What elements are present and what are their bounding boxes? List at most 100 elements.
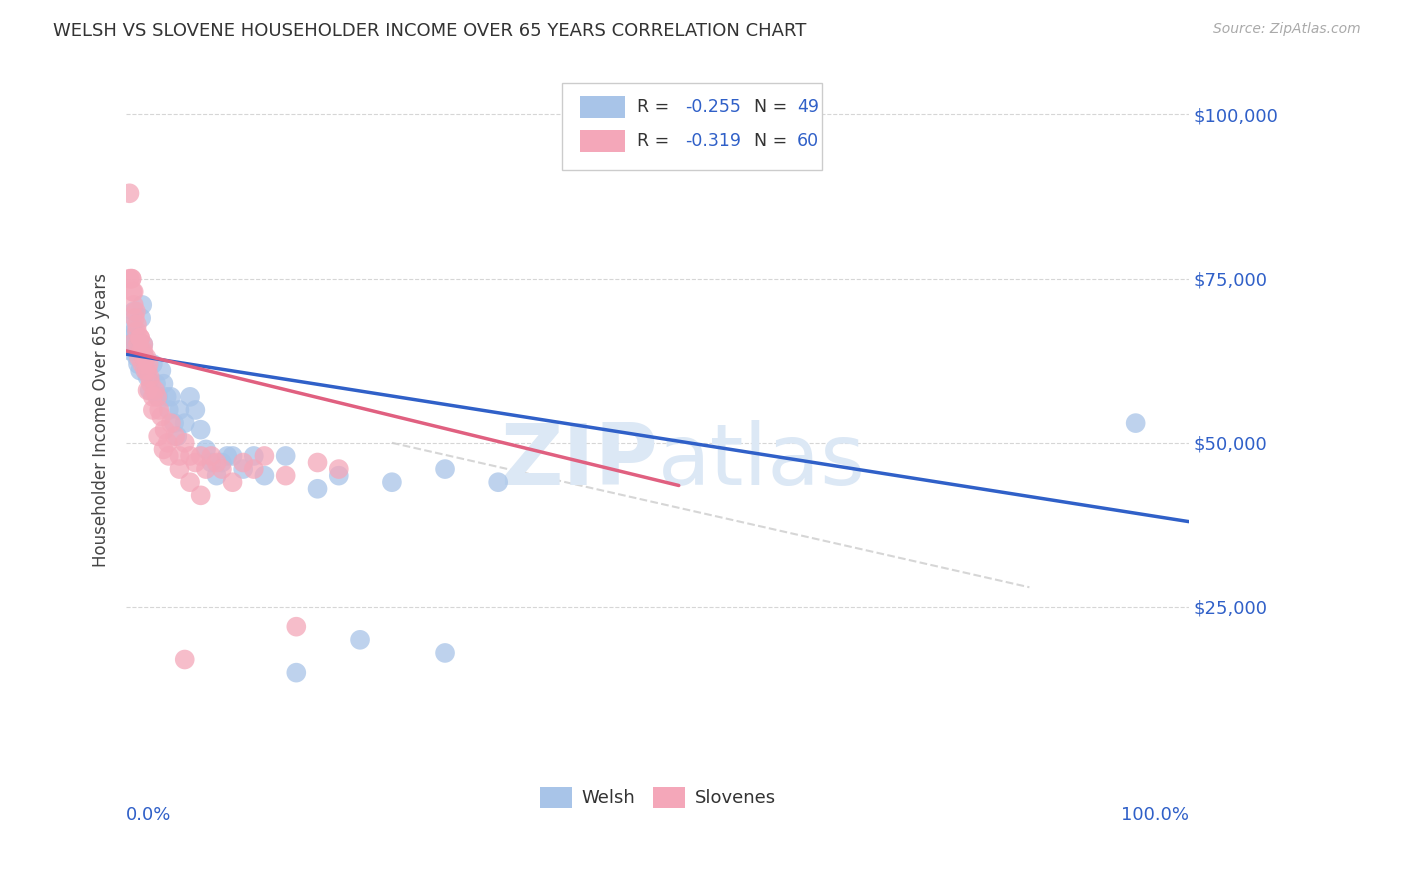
Point [157,403,180,417]
Point [127,357,149,371]
Point [143,384,166,398]
Point [150,409,173,424]
Point [157,449,180,463]
Point [205,468,228,483]
Point [190,423,212,437]
Text: 60: 60 [797,132,818,150]
Point [148,403,170,417]
Point [160,390,183,404]
Point [179,390,201,404]
Point [205,456,228,470]
Point [434,646,457,660]
Point [131,298,153,312]
Point [152,442,174,457]
Point [129,331,152,345]
Point [121,285,143,299]
Point [132,343,155,358]
Point [122,298,145,312]
Point [169,403,191,417]
Point [145,376,167,391]
Point [166,429,188,443]
Point [152,376,174,391]
Point [121,331,143,345]
Text: N =: N = [754,98,793,116]
Point [184,456,207,470]
Text: 0.0%: 0.0% [127,806,172,824]
Text: R =: R = [637,98,675,116]
FancyBboxPatch shape [562,83,823,170]
Point [120,343,142,358]
Point [129,331,152,345]
Point [138,370,160,384]
Point [200,456,222,470]
Point [221,449,243,463]
Point [221,475,243,490]
Point [173,435,195,450]
Point [128,343,150,358]
Point [136,363,159,377]
Point [163,416,186,430]
Point [142,390,165,404]
Point [124,311,146,326]
Point [160,416,183,430]
Text: WELSH VS SLOVENE HOUSEHOLDER INCOME OVER 65 YEARS CORRELATION CHART: WELSH VS SLOVENE HOUSEHOLDER INCOME OVER… [53,22,807,40]
Point [124,324,146,338]
Point [307,456,329,470]
Point [125,351,148,365]
Point [129,363,152,377]
Text: 49: 49 [797,98,818,116]
Point [349,632,371,647]
Point [122,285,145,299]
Text: -0.319: -0.319 [685,132,741,150]
Point [129,311,152,326]
Point [127,337,149,351]
Point [184,403,207,417]
Point [142,357,165,371]
Point [307,482,329,496]
Point [131,357,153,371]
Text: ZIP: ZIP [499,420,658,503]
Text: N =: N = [754,132,793,150]
Point [148,390,170,404]
Point [173,652,195,666]
Point [195,462,218,476]
Point [486,475,509,490]
Point [211,462,233,476]
Point [139,376,162,391]
Point [136,384,159,398]
Point [132,337,155,351]
Point [125,324,148,338]
Point [165,429,187,443]
Point [134,363,156,377]
Point [169,462,191,476]
Point [211,456,233,470]
Point [156,435,179,450]
Point [169,449,191,463]
Text: R =: R = [637,132,675,150]
Text: 100.0%: 100.0% [1121,806,1189,824]
Point [121,318,143,332]
Point [150,363,173,377]
Point [129,343,152,358]
Point [285,665,308,680]
Text: Source: ZipAtlas.com: Source: ZipAtlas.com [1213,22,1361,37]
Y-axis label: Householder Income Over 65 years: Householder Income Over 65 years [93,273,110,566]
Point [190,488,212,502]
Point [125,318,148,332]
Point [134,363,156,377]
Point [138,357,160,371]
Point [328,462,350,476]
Point [1125,416,1147,430]
Point [138,384,160,398]
Point [179,475,201,490]
Point [217,449,239,463]
Point [136,370,159,384]
Legend: Welsh, Slovenes: Welsh, Slovenes [533,780,783,814]
Point [118,186,141,201]
Point [128,351,150,365]
Point [190,449,212,463]
Text: -0.255: -0.255 [685,98,741,116]
Point [232,456,254,470]
FancyBboxPatch shape [581,129,624,153]
Point [121,271,143,285]
